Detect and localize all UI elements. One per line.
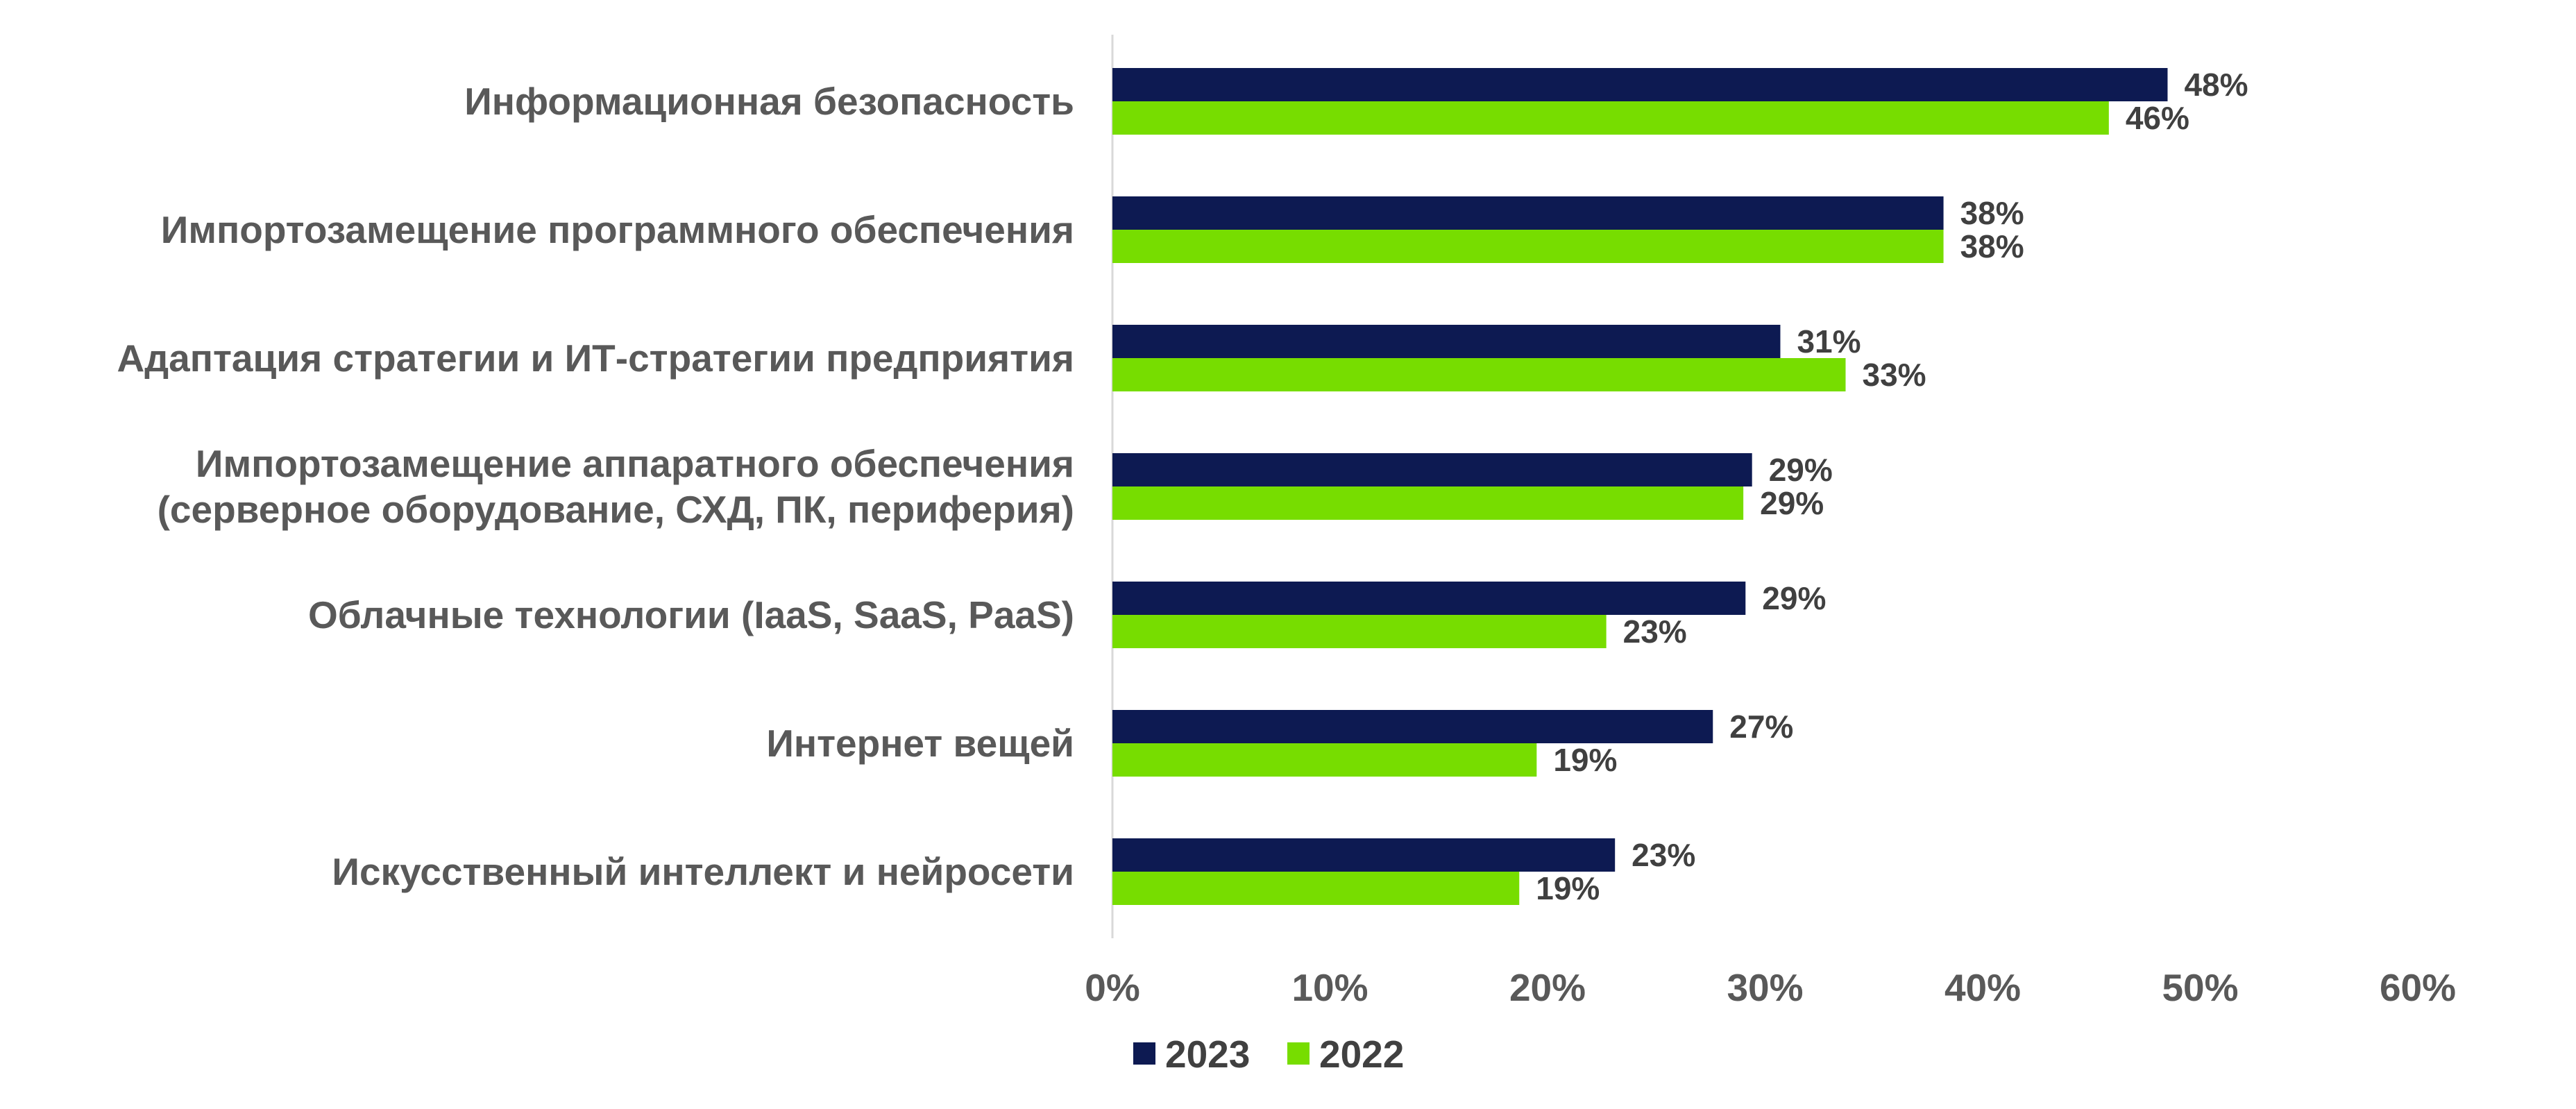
category-label: Интернет вещей [766, 722, 1074, 765]
legend-swatch-2022 [1287, 1042, 1310, 1065]
data-label-2023: 27% [1729, 709, 1793, 745]
x-tick-label: 50% [2162, 966, 2238, 1009]
legend-label-2022: 2022 [1319, 1033, 1404, 1076]
data-label-2022: 19% [1536, 870, 1600, 906]
bar-2022 [1112, 615, 1607, 648]
category-label: Импортозамещение программного обеспечени… [161, 208, 1074, 251]
x-tick-label: 10% [1291, 966, 1368, 1009]
category-label: (серверное оборудование, СХД, ПК, перифе… [158, 488, 1074, 531]
x-tick-label: 60% [2380, 966, 2456, 1009]
data-label-2023: 29% [1762, 580, 1826, 616]
category-label: Информационная безопасность [464, 80, 1074, 123]
data-label-2022: 46% [2126, 100, 2189, 136]
bar-2022 [1112, 743, 1537, 777]
data-label-2022: 33% [1862, 357, 1926, 393]
x-tick-label: 0% [1085, 966, 1140, 1009]
bar-2022 [1112, 358, 1846, 391]
x-tick-label: 30% [1727, 966, 1803, 1009]
bar-2023 [1112, 325, 1781, 358]
category-label: Искусственный интеллект и нейросети [332, 850, 1074, 893]
category-label: Адаптация стратегии и ИТ-стратегии предп… [117, 337, 1074, 380]
legend-label-2023: 2023 [1165, 1033, 1250, 1076]
legend-swatch-2023 [1133, 1042, 1155, 1065]
bar-2023 [1112, 68, 2168, 101]
x-tick-label: 40% [1944, 966, 2021, 1009]
data-label-2023: 29% [1769, 452, 1833, 488]
category-label: Облачные технологии (IaaS, SaaS, PaaS) [308, 593, 1074, 636]
bar-2023 [1112, 838, 1616, 872]
x-tick-label: 20% [1509, 966, 1586, 1009]
data-label-2022: 38% [1960, 228, 2024, 264]
data-label-2022: 23% [1623, 613, 1687, 650]
category-label: Импортозамещение аппаратного обеспечения [196, 442, 1074, 485]
data-label-2022: 29% [1760, 485, 1824, 521]
bar-2022 [1112, 872, 1520, 905]
data-label-2023: 48% [2184, 67, 2248, 103]
bar-2023 [1112, 710, 1713, 743]
data-label-2023: 31% [1797, 323, 1861, 359]
bar-2022 [1112, 101, 2109, 135]
bar-2023 [1112, 582, 1746, 615]
data-label-2022: 19% [1553, 742, 1617, 778]
data-label-2023: 23% [1632, 837, 1695, 873]
bar-2022 [1112, 486, 1744, 520]
bar-2023 [1112, 196, 1944, 230]
bar-2023 [1112, 453, 1752, 486]
bar-2022 [1112, 230, 1944, 263]
data-label-2023: 38% [1960, 195, 2024, 231]
